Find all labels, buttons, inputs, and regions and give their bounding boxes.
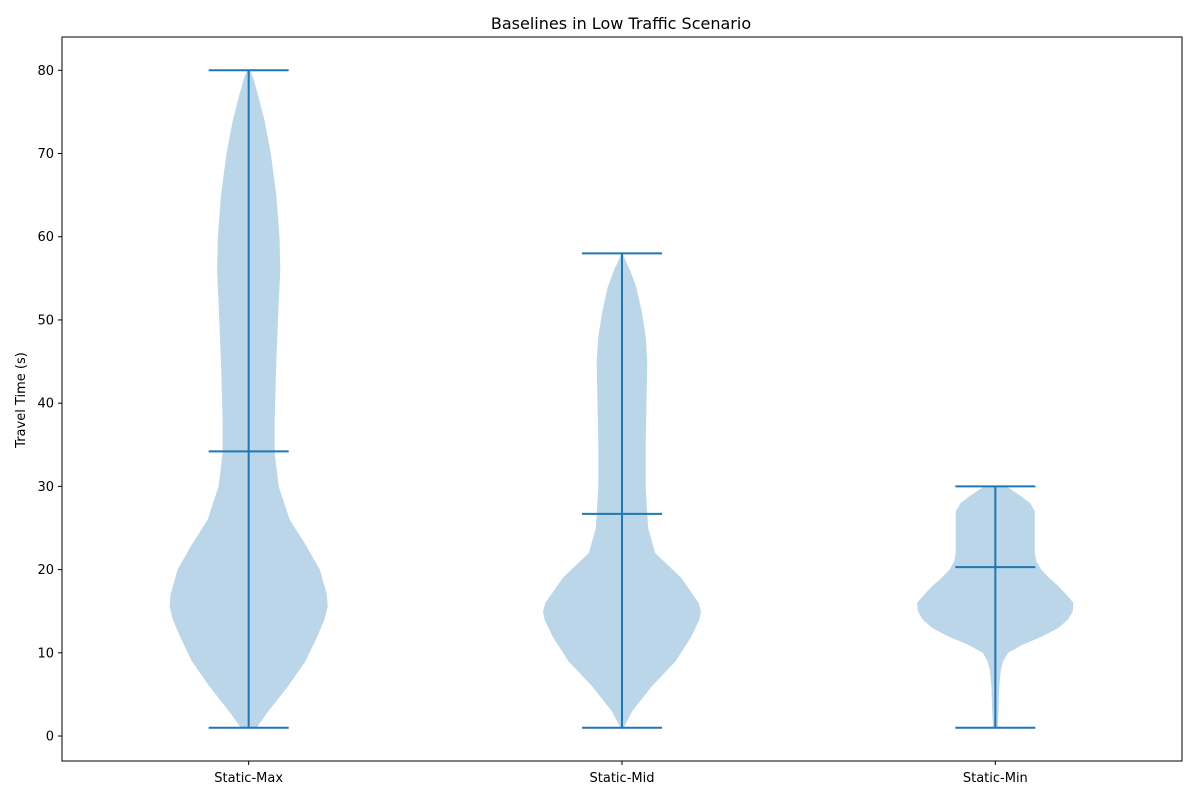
chart-title: Baselines in Low Traffic Scenario	[491, 14, 751, 33]
y-tick-label: 70	[37, 147, 54, 162]
x-tick-label: Static-Mid	[590, 771, 655, 786]
y-tick-label: 0	[46, 730, 54, 745]
y-tick-label: 60	[37, 230, 54, 245]
y-tick-label: 30	[37, 480, 54, 495]
x-tick-label: Static-Min	[963, 771, 1028, 786]
y-axis: 0 10 20 30 40 50 60 70 80	[37, 64, 62, 745]
y-tick-label: 40	[37, 397, 54, 412]
y-tick-label: 10	[37, 646, 54, 661]
y-tick-label: 50	[37, 313, 54, 328]
y-tick-label: 80	[37, 64, 54, 79]
y-tick-label: 20	[37, 563, 54, 578]
y-axis-label: Travel Time (s)	[14, 352, 29, 449]
x-axis: Static-Max Static-Mid Static-Min	[214, 761, 1028, 786]
x-tick-label: Static-Max	[214, 771, 283, 786]
violins-layer	[169, 69, 1074, 729]
